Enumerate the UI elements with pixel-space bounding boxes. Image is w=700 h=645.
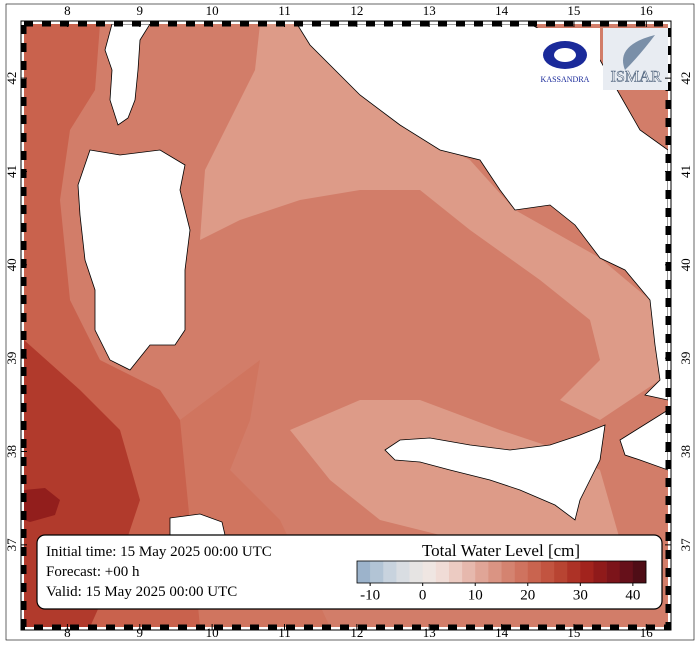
- y-tick-label: 37: [678, 538, 693, 552]
- logo-mark: [623, 35, 655, 70]
- colorbar-swatch: [435, 561, 450, 583]
- y-tick-label: 40: [4, 258, 19, 271]
- colorbar-swatch: [567, 561, 581, 583]
- colorbar-swatch: [593, 561, 607, 583]
- figure-border: [5, 3, 695, 641]
- info-box: Initial time: 15 May 2025 00:00 UTC Fore…: [36, 534, 663, 610]
- colorbar-swatch: [422, 561, 437, 583]
- map-frame: [21, 21, 671, 630]
- logo-box: [603, 28, 668, 90]
- y-tick-label: 42: [4, 72, 19, 85]
- info-line: Valid: 15 May 2025 00:00 UTC: [46, 584, 237, 600]
- colorbar-swatch: [462, 561, 476, 583]
- colorbar-swatch: [554, 561, 568, 583]
- colorbar-tick-label: 30: [573, 587, 588, 603]
- colorbar-frame: [356, 560, 647, 584]
- land: [77, 149, 191, 371]
- x-tick-label: 8: [64, 625, 71, 640]
- colorbar-tick-label: 20: [520, 587, 535, 603]
- y-tick-label: 42: [678, 72, 693, 85]
- colorbar-tick-label: 40: [625, 587, 640, 603]
- y-tick-label: 38: [4, 445, 19, 458]
- colorbar-swatch: [383, 561, 397, 583]
- info-line: Forecast: +00 h: [46, 564, 140, 580]
- colorbar-swatch: [580, 561, 594, 583]
- logo-text: ISMAR: [611, 69, 662, 86]
- sea-shade: [290, 400, 620, 560]
- x-tick-label: 10: [206, 625, 219, 640]
- x-tick-label: 12: [350, 3, 363, 18]
- colorbar-swatch: [619, 561, 634, 583]
- map-area: [24, 24, 668, 627]
- x-tick-label: 10: [206, 3, 219, 18]
- colorbar-tick-label: 0: [419, 587, 427, 603]
- x-tick-label: 15: [567, 625, 580, 640]
- colorbar-tick-label: 10: [468, 587, 483, 603]
- colorbar-swatch: [396, 561, 410, 583]
- land: [169, 513, 226, 536]
- colorbar-swatch: [488, 561, 502, 583]
- colorbar-swatch: [501, 561, 515, 583]
- x-tick-label: 9: [137, 625, 144, 640]
- land: [384, 424, 606, 521]
- colorbar-swatch: [527, 561, 542, 583]
- x-tick-label: 13: [423, 3, 436, 18]
- x-tick-label: 14: [495, 625, 509, 640]
- y-tick-label: 41: [678, 165, 693, 178]
- colorbar-tick-label: -10: [360, 587, 380, 603]
- x-tick-label: 16: [640, 3, 654, 18]
- colorbar-swatch: [632, 561, 647, 583]
- x-tick-label: 11: [278, 625, 291, 640]
- colorbar-title: Total Water Level [cm]: [422, 541, 580, 560]
- y-tick-label: 39: [678, 352, 693, 365]
- x-tick-label: 9: [137, 3, 144, 18]
- land: [104, 24, 151, 126]
- y-tick-label: 37: [4, 538, 19, 552]
- colorbar-swatch: [357, 561, 371, 583]
- sea-shade: [24, 488, 60, 522]
- colorbar-swatch: [606, 561, 621, 583]
- y-tick-label: 41: [4, 165, 19, 178]
- map-frame: [20, 20, 672, 631]
- y-tick-label: 40: [678, 258, 693, 271]
- x-tick-label: 16: [640, 625, 654, 640]
- x-tick-label: 12: [350, 625, 363, 640]
- logo-mark: [554, 48, 576, 62]
- x-tick-label: 15: [567, 3, 580, 18]
- colorbar-swatch: [370, 561, 384, 583]
- logo: KASSANDRA ISMAR: [530, 28, 668, 90]
- colorbar-swatch: [514, 561, 529, 583]
- x-tick-label: 8: [64, 3, 71, 18]
- land: [619, 409, 668, 471]
- info-line: Initial time: 15 May 2025 00:00 UTC: [46, 544, 272, 560]
- land: [296, 24, 668, 401]
- colorbar-swatch: [448, 561, 463, 583]
- logo-text: KASSANDRA: [541, 75, 590, 84]
- y-tick-label: 38: [678, 445, 693, 458]
- colorbar-swatch: [475, 561, 489, 583]
- info-panel: [36, 534, 663, 610]
- colorbar-swatch: [540, 561, 555, 583]
- x-tick-label: 13: [423, 625, 436, 640]
- x-tick-label: 11: [278, 3, 291, 18]
- colorbar-swatch: [409, 561, 423, 583]
- x-tick-label: 14: [495, 3, 509, 18]
- y-tick-label: 39: [4, 352, 19, 365]
- sea-shade: [200, 24, 660, 420]
